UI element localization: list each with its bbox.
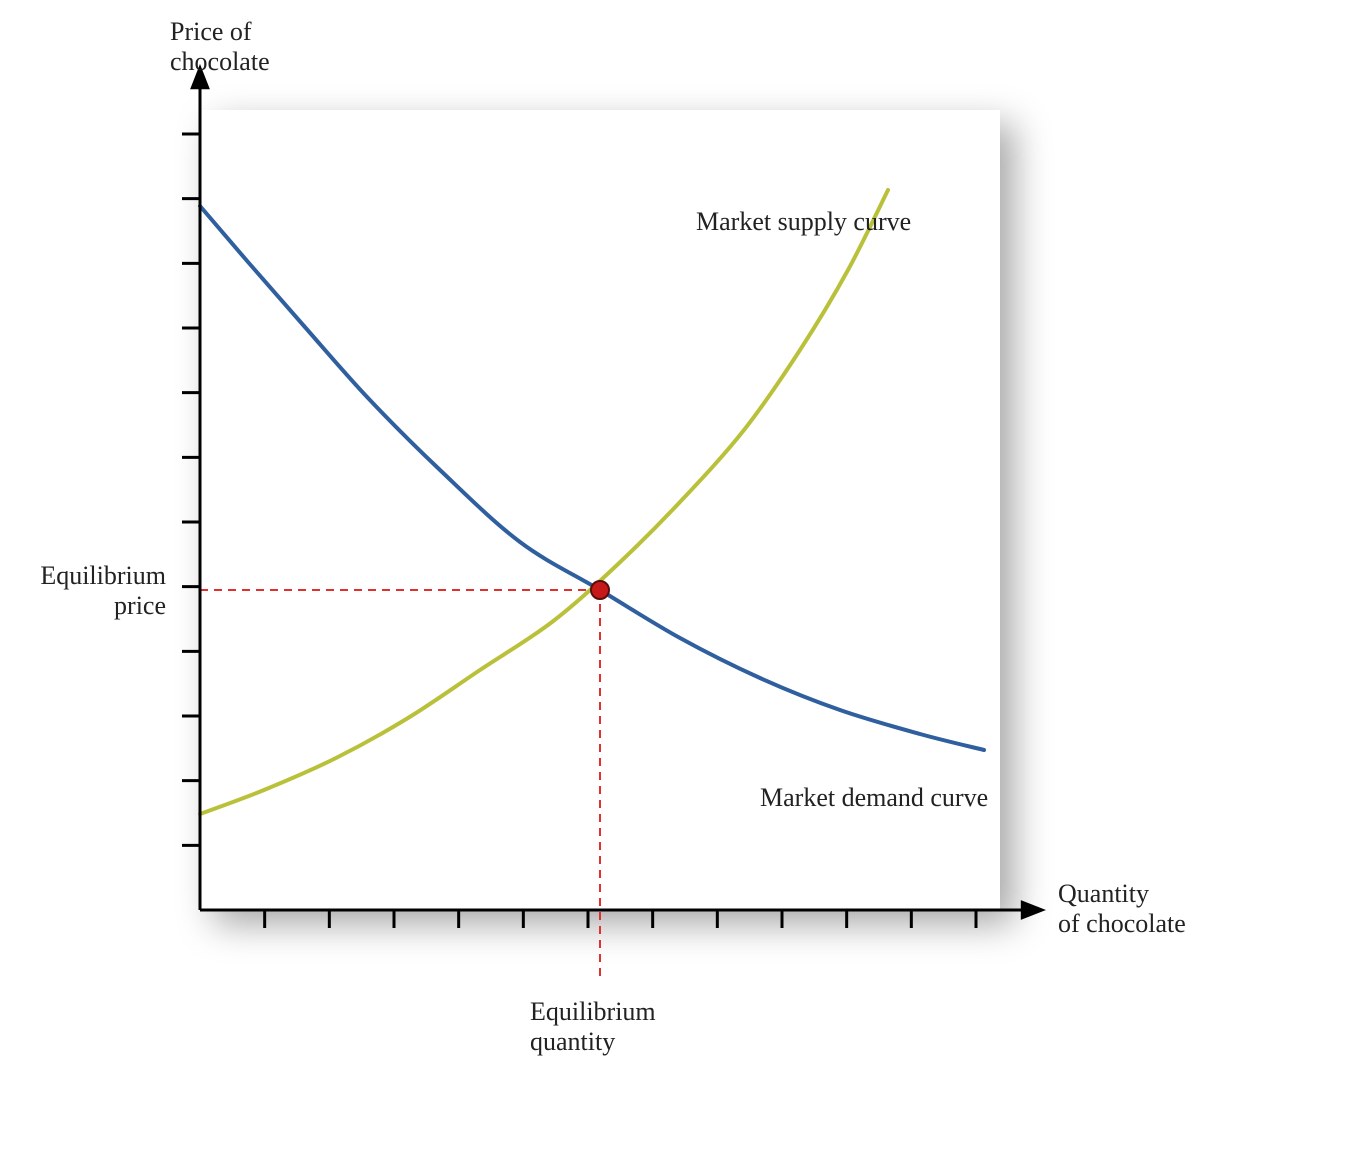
chart-stage: Price ofchocolate Quantityof chocolate Equ… bbox=[0, 0, 1352, 1162]
equilibrium-price-label: Equilibriumprice bbox=[40, 561, 166, 620]
economics-chart: Price ofchocolate Quantityof chocolate Equ… bbox=[0, 0, 1352, 1162]
demand-curve-label: Market demand curve bbox=[760, 783, 988, 812]
equilibrium-quantity-label: Equilibriumquantity bbox=[530, 997, 656, 1056]
x-axis-arrowhead bbox=[1021, 900, 1046, 920]
y-axis-label: Price ofchocolate bbox=[170, 17, 270, 76]
supply-curve-label: Market supply curve bbox=[696, 207, 911, 236]
equilibrium-point bbox=[591, 581, 609, 599]
x-axis-label: Quantityof chocolate bbox=[1058, 879, 1186, 938]
